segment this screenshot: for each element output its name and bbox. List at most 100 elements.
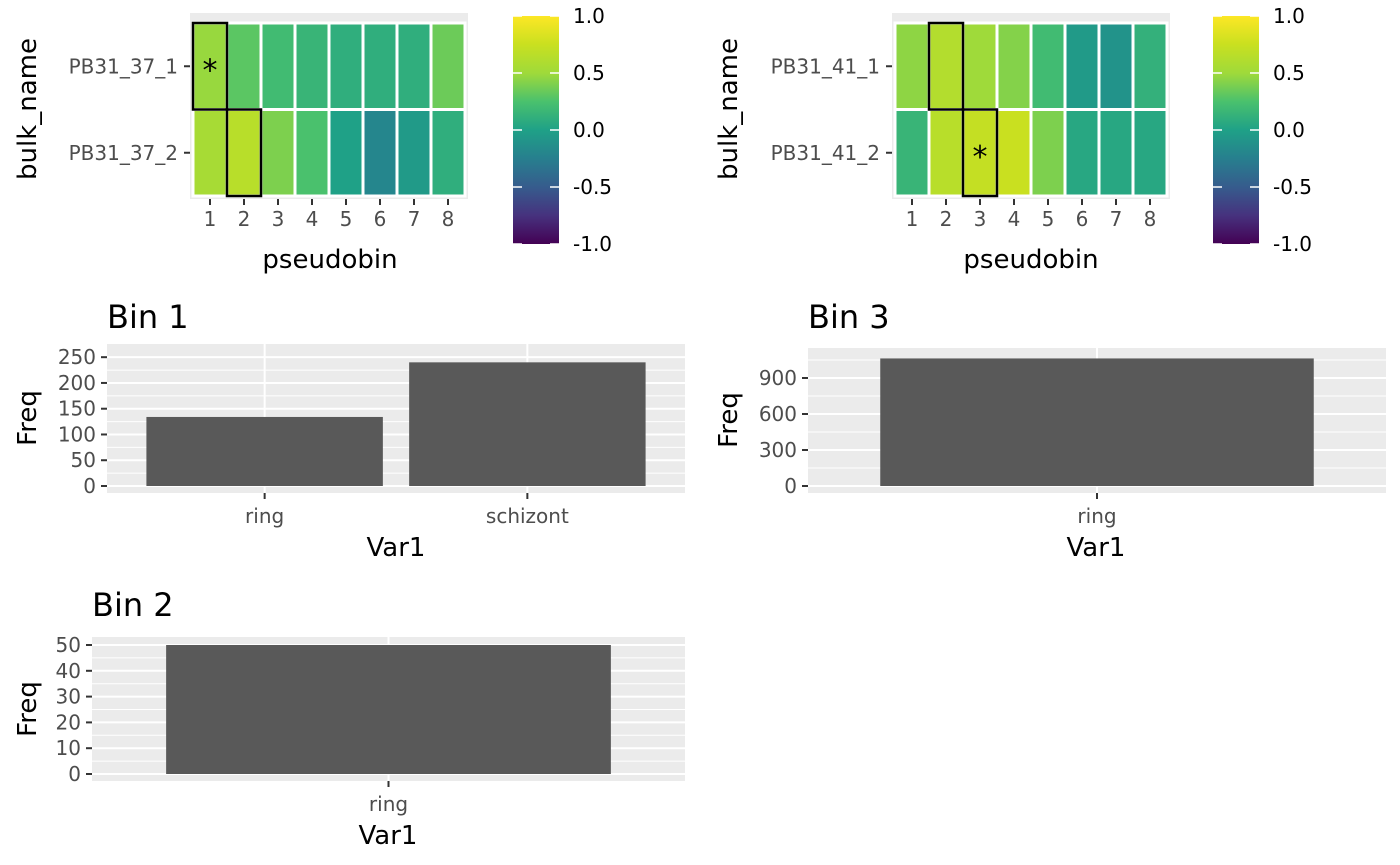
- heatmap-2-y-axis-title: bulk_name: [714, 38, 744, 180]
- heatmap-1-x-tick-label: 2: [238, 207, 251, 231]
- heatmap-2-cell-r2-c1: [893, 108, 931, 198]
- heatmap-1-x-tick-label: 8: [442, 207, 455, 231]
- bin-2-bars: [166, 645, 611, 774]
- heatmap-2-cell-r1-c5: [1029, 21, 1067, 111]
- bin-y-tick-label: 600: [759, 402, 797, 426]
- bar-ring: [146, 416, 383, 486]
- heatmap-1-cells: [191, 21, 467, 198]
- heatmap-2-x-tick-label: 4: [1008, 207, 1021, 231]
- bin-1-y-axis-title: Freq: [13, 390, 43, 446]
- heatmap-1-cell-r2-c4: [293, 108, 331, 198]
- bar-ring: [880, 358, 1314, 486]
- heatmap-2-cells: [893, 21, 1169, 198]
- bar-schizont: [409, 362, 646, 486]
- colorbar-2-tick-label: 0.0: [1273, 118, 1305, 142]
- heatmap-1-highlight-outline: [225, 108, 263, 198]
- colorbar-1-tick-label: 0.0: [573, 118, 605, 142]
- heatmap-2-x-tick-label: 5: [1042, 207, 1055, 231]
- heatmap-2-cell-r1-c2: [927, 21, 965, 111]
- bin-y-tick-label: 30: [56, 685, 81, 709]
- bar-ring: [166, 645, 611, 774]
- heatmap-1-highlights: *: [191, 21, 263, 198]
- colorbar-2-tick-label: 0.5: [1273, 61, 1305, 85]
- bin-2-y-axis-title: Freq: [13, 681, 43, 737]
- heatmap-1-cell-r1-c8: [429, 21, 467, 111]
- bin-y-tick-label: 100: [58, 422, 96, 446]
- bin-1-title: Bin 1: [107, 298, 189, 336]
- bin-2-x-axis-title: Var1: [359, 821, 418, 851]
- colorbar-2-tick-label: 1.0: [1273, 4, 1305, 28]
- bin-y-tick-label: 10: [56, 736, 81, 760]
- bin-1-bars: [146, 362, 646, 486]
- heatmap-1-x-tick-label: 5: [340, 207, 353, 231]
- bin-1-x-axis-title: Var1: [367, 533, 426, 563]
- heatmap-1-x-tick-label: 4: [306, 207, 319, 231]
- heatmap-panel-1: * 1 2 3 4 5 6 7 8 PB31_37_1 PB31_37_2 pseudobin b…: [13, 13, 468, 275]
- bin-x-tick-label: ring: [369, 792, 408, 816]
- bin-y-tick-label: 50: [56, 633, 81, 657]
- bin-3-axes: 0 300 600 900 ring: [759, 366, 1117, 528]
- heatmap-2-cell-r1-c3: [961, 21, 999, 111]
- heatmap-1-x-tick-label: 3: [272, 207, 285, 231]
- heatmap-2-cell-r1-c4: [995, 21, 1033, 111]
- bin-y-tick-label: 300: [759, 438, 797, 462]
- bin-3-bars: [880, 358, 1314, 486]
- heatmap-2-cell-r1-c8: [1131, 21, 1169, 111]
- bin-y-tick-label: 900: [759, 366, 797, 390]
- bin-y-tick-label: 20: [56, 710, 81, 734]
- colorbar-1-tick-label: -1.0: [573, 232, 612, 256]
- bin-y-tick-label: 250: [58, 345, 96, 369]
- heatmap-2-x-tick-label: 6: [1076, 207, 1089, 231]
- heatmap-1-y-axis-title: bulk_name: [13, 38, 43, 180]
- heatmap-1-x-tick-label: 6: [374, 207, 387, 231]
- colorbar-2-tick-label: -1.0: [1273, 232, 1312, 256]
- heatmap-2-x-tick-label: 1: [906, 207, 919, 231]
- heatmap-1-cell-r1-c5: [327, 21, 365, 111]
- heatmap-2-x-tick-label: 2: [940, 207, 953, 231]
- bin-y-tick-label: 0: [784, 474, 797, 498]
- heatmap-1-x-axis-title: pseudobin: [262, 245, 397, 275]
- colorbar-2-ticks: 1.0 0.5 0.0 -0.5 -1.0: [1213, 4, 1312, 256]
- heatmap-1-axes: 1 2 3 4 5 6 7 8 PB31_37_1 PB31_37_2: [69, 54, 455, 231]
- heatmap-1-cell-r1-c6: [361, 21, 399, 111]
- heatmap-2-cell-r2-c5: [1029, 108, 1067, 198]
- heatmap-1-cell-r2-c2: [225, 108, 263, 198]
- heatmap-2-cell-r1-c6: [1063, 21, 1101, 111]
- heatmap-2-cell-r2-c8: [1131, 108, 1169, 198]
- bin-x-tick-label: ring: [1077, 504, 1116, 528]
- bin-y-tick-label: 0: [68, 762, 81, 786]
- heatmap-1-cell-r2-c1: [191, 108, 229, 198]
- colorbar-2-tick-label: -0.5: [1273, 175, 1312, 199]
- heatmap-2-y-tick-label: PB31_41_1: [771, 54, 880, 78]
- heatmap-2-cell-r2-c7: [1097, 108, 1135, 198]
- heatmap-1-x-tick-label: 7: [408, 207, 421, 231]
- bin-x-tick-label: ring: [245, 504, 284, 528]
- colorbar-2: 1.0 0.5 0.0 -0.5 -1.0: [1213, 4, 1312, 256]
- heatmap-2-y-tick-label: PB31_41_2: [771, 141, 880, 165]
- heatmap-1-highlight-outline: [191, 21, 229, 111]
- heatmap-2-cell-r1-c7: [1097, 21, 1135, 111]
- heatmap-1-y-tick-label: PB31_37_1: [69, 54, 178, 78]
- bin-y-tick-label: 40: [56, 659, 81, 683]
- heatmap-1-cell-r2-c3: [259, 108, 297, 198]
- colorbar-1-tick-label: 0.5: [573, 61, 605, 85]
- heatmap-1-significance-star: *: [203, 53, 218, 88]
- colorbar-1-tick-label: -0.5: [573, 175, 612, 199]
- heatmap-1-cell-r1-c2: [225, 21, 263, 111]
- heatmap-2-cell-r1-c1: [893, 21, 931, 111]
- heatmap-1-cell-r2-c6: [361, 108, 399, 198]
- heatmap-panel-2: * 1 2 3 4 5 6 7 8 PB31_41_1 PB31_41_2 pseudobin b…: [714, 13, 1170, 275]
- heatmap-1-cell-r2-c5: [327, 108, 365, 198]
- bin-2-title: Bin 2: [92, 586, 174, 624]
- heatmap-2-axes: 1 2 3 4 5 6 7 8 PB31_41_1 PB31_41_2: [771, 54, 1157, 231]
- bin-y-tick-label: 0: [83, 474, 96, 498]
- heatmap-2-significance-star: *: [973, 140, 988, 175]
- bin-3-y-axis-title: Freq: [714, 392, 744, 448]
- bar-chart-bin-3: Bin 3 0 300 600 900 ring Var1 Freq: [714, 298, 1386, 563]
- heatmap-1-cell-r2-c7: [395, 108, 433, 198]
- heatmap-2-highlights: *: [927, 21, 999, 198]
